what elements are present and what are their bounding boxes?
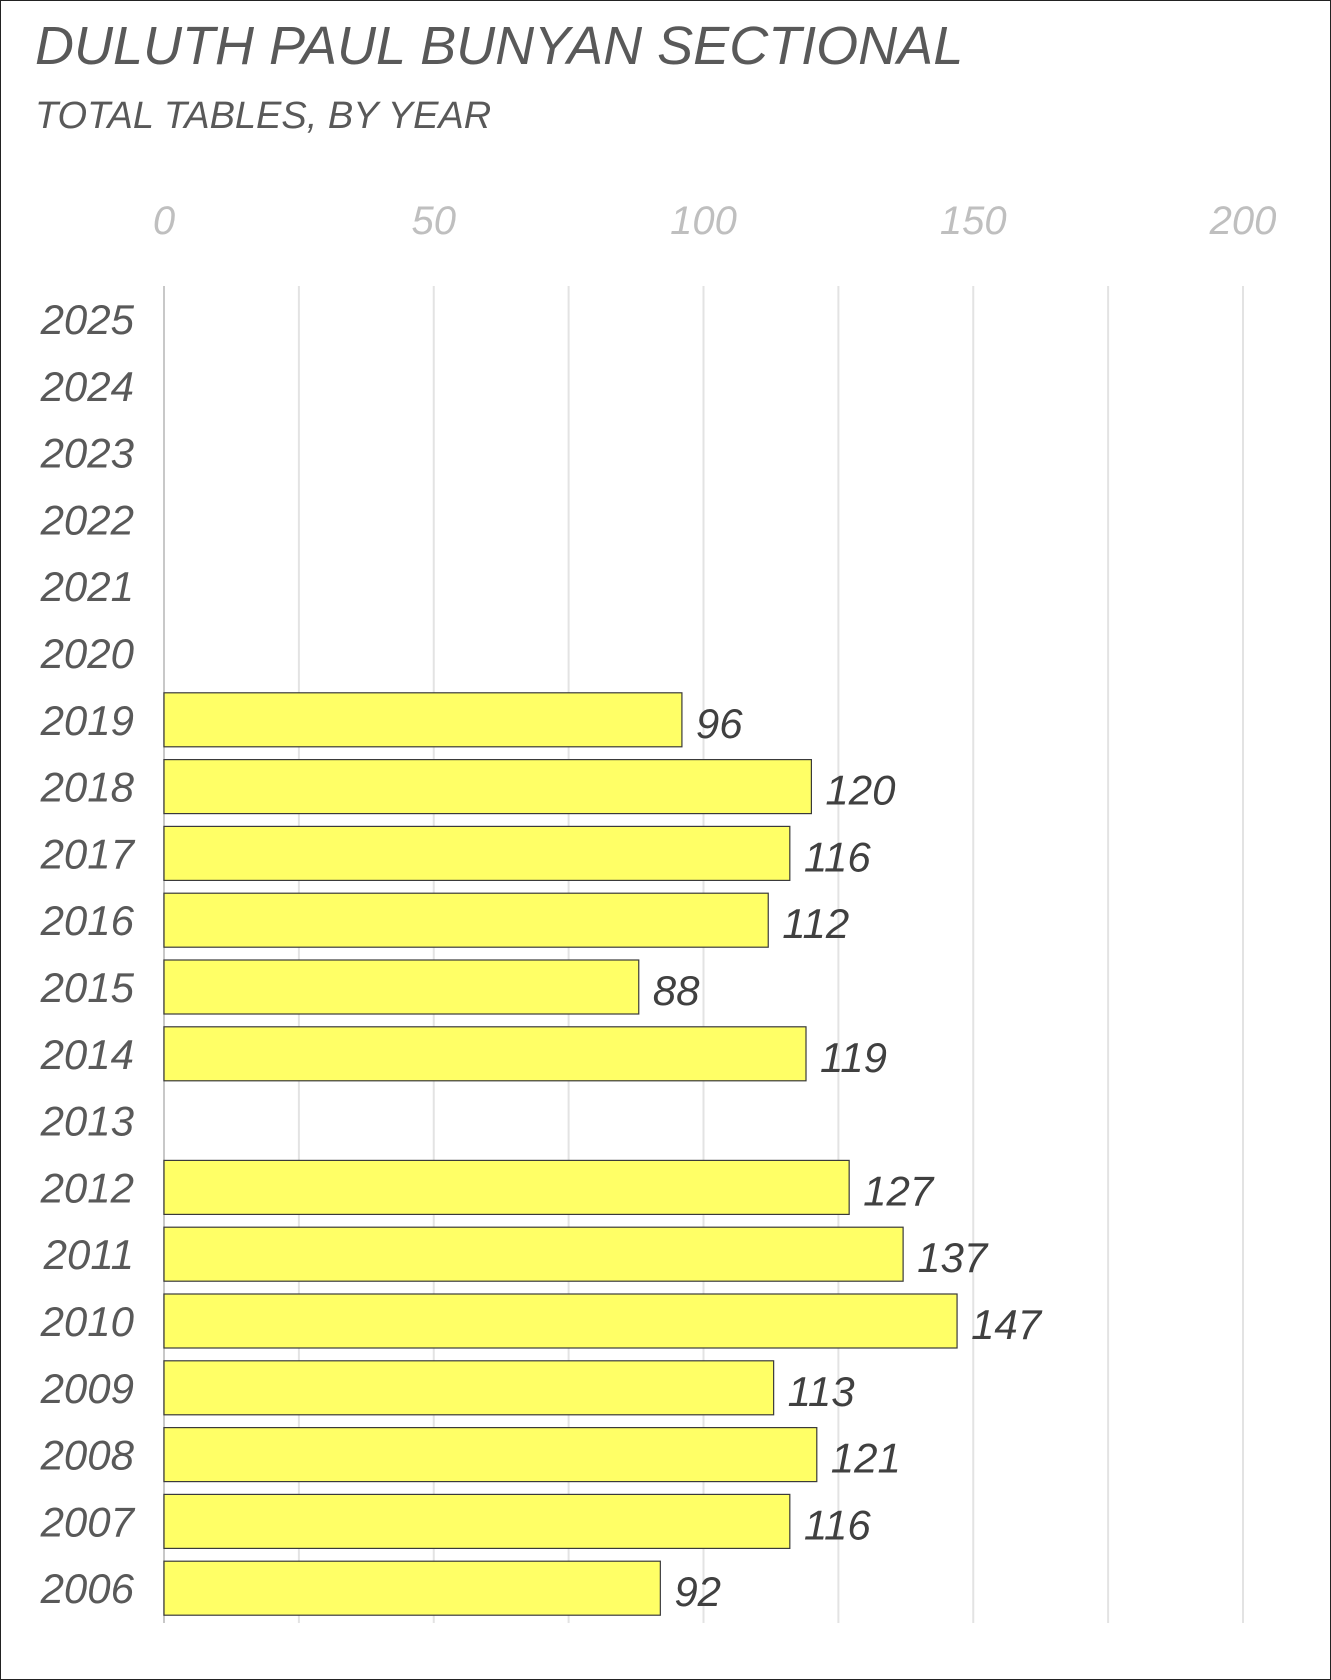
category-label-2022: 2022 [40,496,134,543]
category-label-2013: 2013 [40,1098,134,1145]
data-labels: 96 120 116 112 88 119 127 137 147 113 121 116 92 [653,700,1043,1615]
category-label-2012: 2012 [40,1164,134,1211]
data-label-2010: 147 [971,1301,1043,1348]
category-label-2017: 2017 [40,830,136,877]
data-label-2006: 92 [674,1568,721,1615]
data-label-2019: 96 [696,700,743,747]
chart-subtitle: TOTAL TABLES, BY YEAR [35,95,492,137]
x-tick-label-50: 50 [412,199,457,243]
bar-2016 [163,892,769,948]
data-label-2018: 120 [825,767,896,814]
data-label-2016: 112 [782,900,849,947]
bar-2006 [163,1560,661,1616]
category-label-2021: 2021 [40,563,134,610]
category-label-2019: 2019 [40,697,134,744]
bar-2007 [163,1493,791,1550]
bar-2010 [163,1293,958,1349]
bars [163,692,958,1616]
data-label-2009: 113 [788,1368,855,1415]
bar-2012 [163,1159,850,1216]
data-label-2008: 121 [831,1435,901,1482]
bar-2017 [163,825,791,882]
category-label-2024: 2024 [40,363,134,410]
x-tick-label-100: 100 [670,199,737,243]
category-label-2007: 2007 [40,1498,136,1545]
category-label-2015: 2015 [40,964,135,1011]
data-label-2007: 116 [804,1501,872,1548]
bar-2019 [163,692,683,748]
category-label-2009: 2009 [40,1365,134,1412]
category-label-2020: 2020 [40,630,135,677]
x-tick-label-0: 0 [153,199,175,243]
category-label-2008: 2008 [40,1432,135,1479]
category-label-2025: 2025 [40,296,135,343]
bar-2008 [163,1426,818,1483]
x-axis-ticks: 0 50 100 150 200 [153,199,1277,243]
category-label-2016: 2016 [40,897,135,944]
category-label-2014: 2014 [40,1031,134,1078]
data-label-2015: 88 [653,967,700,1014]
category-label-2011: 2011 [43,1231,134,1278]
bar-2014 [163,1026,807,1082]
data-label-2012: 127 [863,1167,935,1214]
bar-2018 [163,758,813,815]
x-tick-label-200: 200 [1209,199,1277,243]
category-label-2018: 2018 [40,764,135,811]
bar-2015 [163,959,640,1015]
gridlines [163,286,1244,1623]
category-label-2010: 2010 [40,1298,135,1345]
category-label-2006: 2006 [40,1565,135,1612]
chart-title: DULUTH PAUL BUNYAN SECTIONAL [35,16,964,76]
data-label-2017: 116 [804,833,872,880]
category-labels: 2025 2024 2023 2022 2021 2020 2019 2018 2017 2016… [40,296,136,1612]
data-label-2014: 119 [820,1034,887,1081]
bar-2009 [163,1360,775,1416]
data-label-2011: 137 [917,1234,989,1281]
bar-2011 [163,1226,904,1282]
category-label-2023: 2023 [40,430,134,477]
x-tick-label-150: 150 [940,199,1007,243]
